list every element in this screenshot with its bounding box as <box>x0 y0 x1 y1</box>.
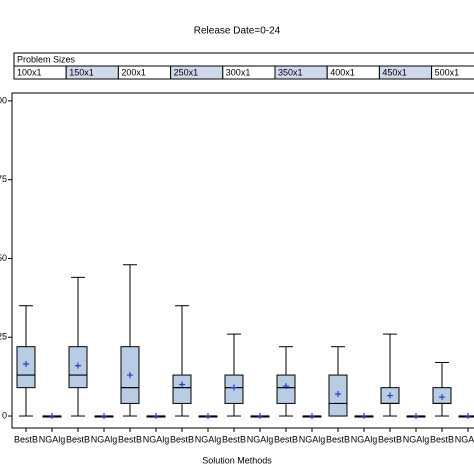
box <box>172 374 192 404</box>
mean-marker <box>309 413 315 420</box>
mean-marker <box>413 413 419 420</box>
x-tick-label: NGAlg <box>247 434 274 444</box>
x-tick-label: BestB <box>170 434 194 444</box>
mean-marker <box>439 394 445 401</box>
y-tick-label: 25 <box>0 332 7 342</box>
x-tick-label: BestB <box>66 434 90 444</box>
mean-marker <box>335 390 341 397</box>
x-tick-label: NGAlg <box>455 434 474 444</box>
plot-frame <box>11 92 474 429</box>
x-tick-label: NGAlg <box>143 434 170 444</box>
legend-cell-label: 400x1 <box>330 67 355 77</box>
x-axis-label: Solution Methods <box>202 455 272 465</box>
mean-marker <box>361 413 367 420</box>
mean-marker <box>153 413 159 420</box>
mean-marker <box>101 413 107 420</box>
mean-marker <box>257 413 263 420</box>
legend-cell-label: 250x1 <box>174 67 199 77</box>
legend-cell-label: 150x1 <box>69 67 94 77</box>
legend-cell-label: 350x1 <box>278 67 303 77</box>
x-tick-label: NGAlg <box>39 434 66 444</box>
legend-cell-label: 100x1 <box>17 67 42 77</box>
x-tick-label: NGAlg <box>351 434 378 444</box>
y-tick-label: 75 <box>0 174 7 184</box>
box <box>16 346 36 389</box>
y-tick-label: 100 <box>0 95 7 105</box>
x-tick-label: BestB <box>14 434 38 444</box>
x-tick-label: BestB <box>378 434 402 444</box>
mean-marker <box>49 413 55 420</box>
x-tick-label: BestB <box>118 434 142 444</box>
x-tick-label: BestB <box>274 434 298 444</box>
box <box>276 374 296 404</box>
mean-marker <box>127 372 133 379</box>
legend-title: Problem Sizes <box>17 54 76 64</box>
x-tick-label: NGAlg <box>195 434 222 444</box>
mean-marker <box>75 362 81 369</box>
x-tick-label: NGAlg <box>91 434 118 444</box>
chart-title: Release Date=0-24 <box>194 26 281 37</box>
x-tick-label: NGAlg <box>403 434 430 444</box>
y-tick-label: 0 <box>2 410 7 420</box>
mean-marker <box>231 384 237 391</box>
legend-cell-label: 300x1 <box>226 67 251 77</box>
legend-cell-label: 500x1 <box>435 67 460 77</box>
mean-marker <box>283 383 289 390</box>
x-tick-label: BestB <box>430 434 454 444</box>
y-tick-label: 50 <box>0 253 7 263</box>
mean-marker <box>387 392 393 399</box>
legend-cell-label: 200x1 <box>121 67 146 77</box>
x-tick-label: BestB <box>222 434 246 444</box>
mean-marker <box>23 361 29 368</box>
mean-marker <box>179 381 185 388</box>
x-tick-label: NGAlg <box>299 434 326 444</box>
legend-cell-label: 450x1 <box>382 67 407 77</box>
x-tick-label: BestB <box>326 434 350 444</box>
mean-marker <box>465 413 471 420</box>
legend-cell <box>431 65 474 80</box>
mean-marker <box>205 413 211 420</box>
